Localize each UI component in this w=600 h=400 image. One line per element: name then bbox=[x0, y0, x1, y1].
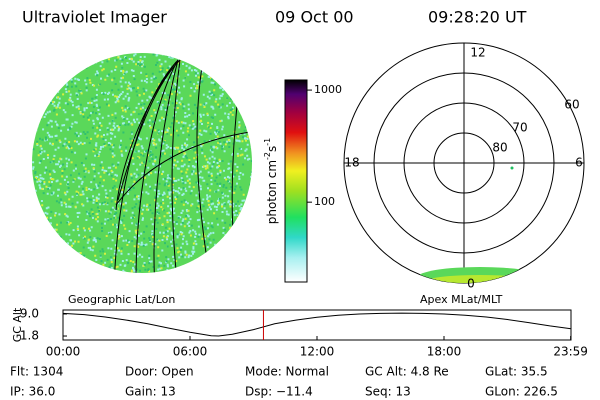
status-field: Door: Open bbox=[125, 365, 194, 379]
status-field: Gain: 13 bbox=[125, 385, 176, 399]
plot-frame bbox=[62, 309, 572, 341]
hour-label: 0 bbox=[467, 277, 475, 291]
x-tick-label: 18:00 bbox=[427, 345, 462, 359]
time: 09:28:20 UT bbox=[428, 8, 527, 27]
aurora bbox=[418, 267, 542, 283]
panel-label: Apex MLat/MLT bbox=[420, 293, 503, 306]
status-field: Mode: Normal bbox=[245, 365, 329, 379]
x-tick-label: 06:00 bbox=[173, 345, 208, 359]
altitude-line bbox=[62, 312, 572, 337]
panel-label: Geographic Lat/Lon bbox=[68, 293, 175, 306]
status-field: IP: 36.0 bbox=[10, 385, 55, 399]
meridian bbox=[135, 59, 179, 273]
date: 09 Oct 00 bbox=[275, 8, 354, 27]
status-field: GLat: 35.5 bbox=[485, 365, 548, 379]
aurora-core bbox=[430, 275, 530, 283]
colorbar-label: photon cm-2s-1 bbox=[263, 138, 279, 225]
status-field: GC Alt: 4.8 Re bbox=[365, 365, 449, 379]
status-field: Flt: 1304 bbox=[10, 365, 63, 379]
ring-label: 70 bbox=[512, 121, 527, 135]
hour-label: 18 bbox=[344, 156, 359, 170]
hour-label: 12 bbox=[470, 46, 485, 60]
status-field: Seq: 13 bbox=[365, 385, 411, 399]
polar-plot bbox=[343, 42, 585, 284]
meridian bbox=[115, 61, 177, 211]
parallel bbox=[115, 131, 251, 206]
uv-image bbox=[32, 53, 252, 273]
y-axis-label: GC Alt bbox=[11, 307, 24, 342]
x-tick-label: 23:59 bbox=[553, 345, 588, 359]
dot bbox=[510, 166, 514, 170]
status-field: GLon: 226.5 bbox=[485, 385, 558, 399]
colorbar: photon cm-2s-1 bbox=[263, 79, 308, 283]
y-tick-label: 1.8 bbox=[20, 329, 39, 343]
meridian bbox=[113, 59, 179, 273]
colorbar-scale bbox=[284, 79, 308, 283]
status: Flt: 1304 Door: Open Mode: Normal GC Alt: 4… bbox=[10, 365, 558, 399]
unit: s bbox=[265, 146, 279, 152]
tick-label: 100 bbox=[314, 195, 335, 208]
ring-label: 80 bbox=[492, 141, 507, 155]
exponent: -1 bbox=[263, 138, 272, 146]
ring-label: 60 bbox=[564, 98, 579, 112]
x-tick-label: 12:00 bbox=[300, 345, 335, 359]
tick-label: 1000 bbox=[314, 83, 342, 96]
unit: photon cm bbox=[265, 160, 279, 224]
hour-label: 6 bbox=[575, 156, 583, 170]
y-tick-label: 9.0 bbox=[20, 306, 39, 320]
status-field: Dsp: −11.4 bbox=[245, 385, 313, 399]
x-tick-label: 00:00 bbox=[46, 345, 81, 359]
parallel bbox=[117, 59, 181, 201]
exponent: -2 bbox=[263, 152, 272, 160]
instrument: Ultraviolet Imager bbox=[22, 8, 167, 27]
meridian bbox=[153, 59, 179, 273]
meridian bbox=[171, 59, 181, 273]
